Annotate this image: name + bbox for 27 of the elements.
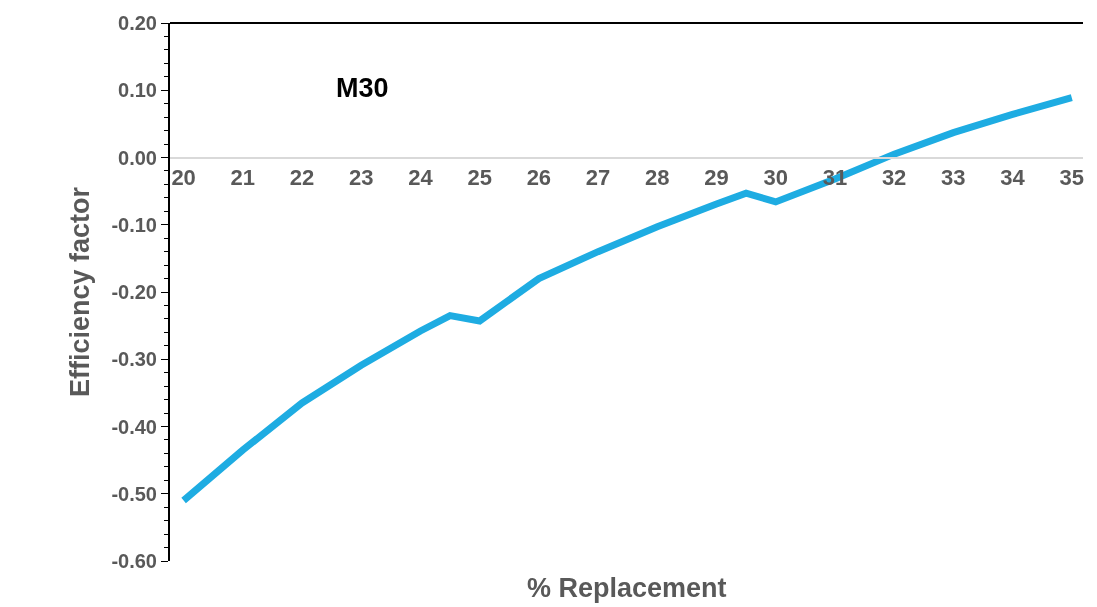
- x-tick-label: 21: [230, 164, 256, 190]
- y-axis-title: Efficiency factor: [64, 186, 95, 398]
- y-tick-label: -0.10: [111, 213, 157, 236]
- y-tick-label: -0.40: [111, 415, 157, 438]
- y-tick-label: -0.30: [111, 348, 157, 371]
- annotation: M30: [336, 73, 389, 103]
- x-tick-label: 25: [467, 164, 492, 190]
- y-tick-label: 0.20: [118, 12, 157, 34]
- x-tick-label: 23: [349, 164, 374, 190]
- x-tick-label: 20: [171, 164, 196, 190]
- y-tick-label: 0.00: [118, 146, 157, 169]
- x-tick-label: 34: [1000, 164, 1026, 190]
- x-tick-label: 35: [1059, 164, 1084, 190]
- y-tick-label: -0.60: [111, 550, 157, 572]
- x-tick-label: 22: [289, 164, 315, 190]
- y-tick-label: -0.20: [111, 281, 157, 303]
- x-tick-label: 26: [526, 164, 552, 190]
- x-axis-title: % Replacement: [527, 573, 727, 603]
- x-tick-label: 24: [408, 164, 434, 190]
- y-tick-label: -0.50: [111, 482, 157, 505]
- x-tick-label: 33: [941, 164, 966, 190]
- x-tick-label: 27: [585, 164, 611, 190]
- y-tick-label: 0.10: [118, 79, 157, 102]
- x-tick-label: 29: [704, 164, 729, 190]
- x-tick-label: 30: [763, 164, 788, 190]
- x-tick-label: 32: [881, 164, 907, 190]
- x-tick-label: 28: [645, 164, 670, 190]
